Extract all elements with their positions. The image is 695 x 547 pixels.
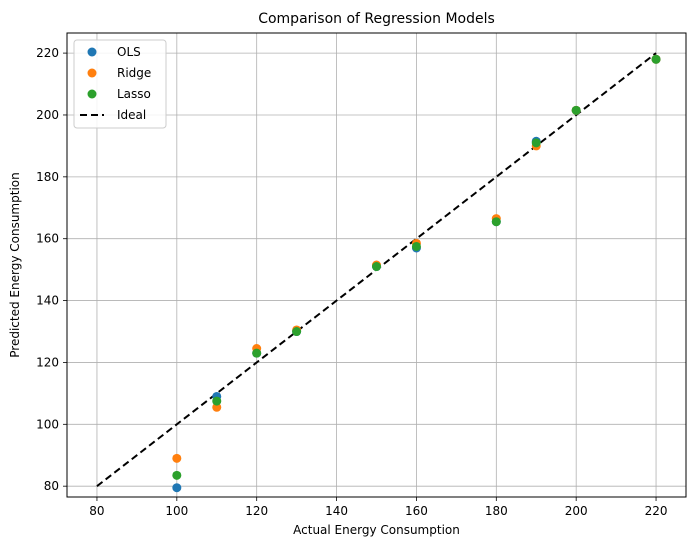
x-tick-label: 220 (645, 504, 668, 518)
point-lasso (531, 138, 541, 148)
legend-marker-lasso (87, 89, 97, 99)
x-axis-label: Actual Energy Consumption (293, 523, 460, 537)
y-axis-label: Predicted Energy Consumption (8, 172, 22, 357)
legend: OLS Ridge Lasso Ideal (73, 39, 167, 129)
point-lasso (571, 105, 581, 115)
point-ridge (212, 402, 222, 412)
series-lasso (172, 54, 661, 480)
plot-area (66, 32, 687, 498)
y-tick-label: 220 (36, 46, 59, 60)
point-ridge (172, 453, 182, 463)
point-lasso (411, 241, 421, 251)
point-lasso (372, 262, 381, 272)
y-tick-label: 100 (36, 417, 59, 431)
y-tick-label: 80 (44, 479, 59, 493)
x-tick-label: 80 (89, 504, 104, 518)
point-lasso (172, 470, 182, 480)
y-tick-label: 120 (36, 355, 59, 369)
x-tick-label: 120 (245, 504, 268, 518)
x-tick-label: 180 (485, 504, 508, 518)
data-points (172, 54, 661, 493)
x-tick-label: 140 (325, 504, 348, 518)
legend-marker-ridge (87, 68, 97, 78)
point-lasso (252, 348, 262, 358)
chart-title: Comparison of Regression Models (258, 11, 495, 27)
point-lasso (292, 327, 302, 337)
x-tick-label: 200 (565, 504, 588, 518)
grid (67, 33, 686, 497)
legend-label-ideal: Ideal (117, 108, 146, 122)
axis-ticks: 80 100 120 140 160 180 200 220 80 100 120 140 160 180… (36, 46, 667, 518)
legend-label-ridge: Ridge (117, 66, 151, 80)
y-tick-label: 200 (36, 108, 59, 122)
point-lasso (651, 54, 661, 64)
legend-marker-ols (87, 47, 97, 57)
x-tick-label: 160 (405, 504, 428, 518)
point-ols (172, 483, 182, 493)
legend-label-ols: OLS (117, 45, 141, 59)
legend-label-lasso: Lasso (117, 87, 151, 101)
y-tick-label: 180 (36, 170, 59, 184)
legend-box (73, 39, 167, 129)
y-tick-label: 160 (36, 232, 59, 246)
y-tick-label: 140 (36, 294, 59, 308)
point-lasso (212, 396, 222, 406)
x-tick-label: 100 (165, 504, 188, 518)
point-lasso (491, 217, 501, 227)
